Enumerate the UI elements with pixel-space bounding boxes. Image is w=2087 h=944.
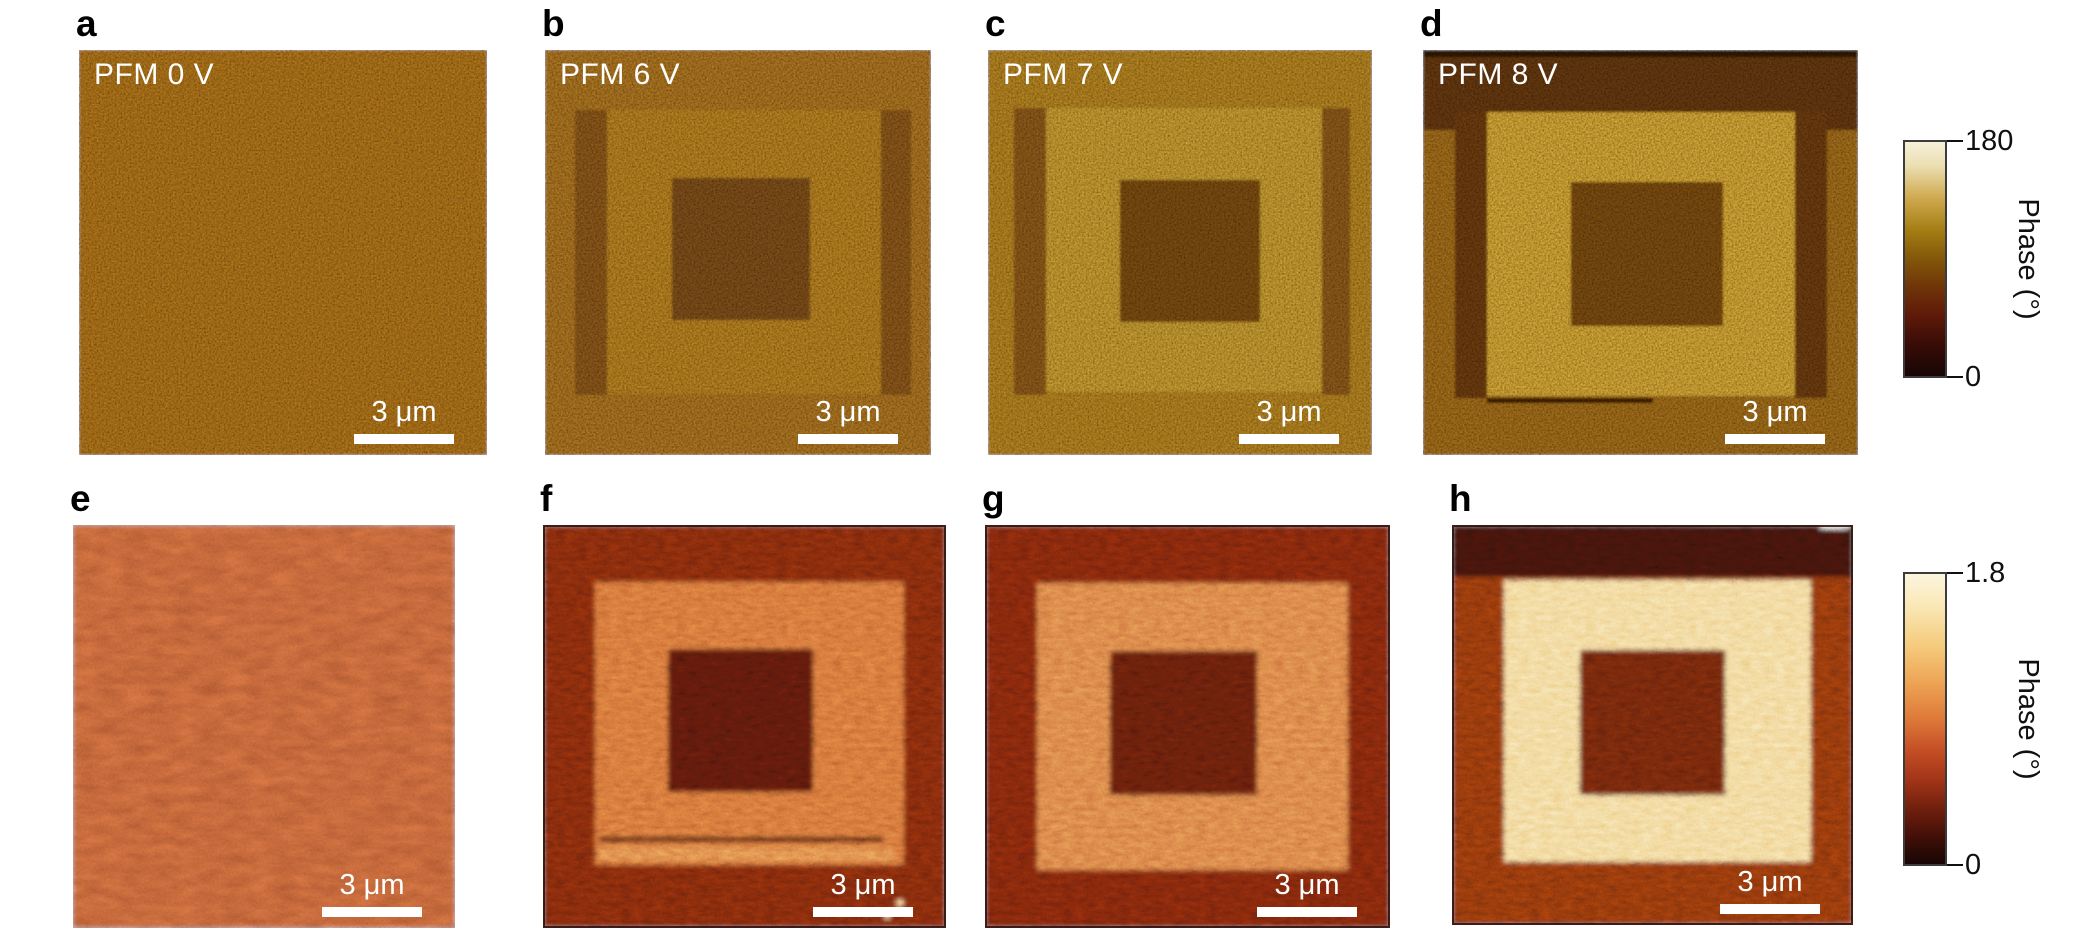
panel-letter-f: f xyxy=(540,478,553,519)
scalebar: 3 μm xyxy=(1252,870,1362,917)
tick-max xyxy=(1947,140,1963,142)
scalebar: 3 μm xyxy=(808,870,918,917)
panel-letter-d: d xyxy=(1420,3,1443,44)
panel-h: h 3 μm xyxy=(1449,478,1853,925)
scalebar-bar xyxy=(354,434,454,444)
scalebar: 3 μm xyxy=(1234,397,1344,444)
colorbar-phase-top: 180 0 Phase (°) xyxy=(1903,126,2044,392)
afm-image-b: PFM 6 V 3 μm xyxy=(545,50,931,455)
scalebar-label: 3 μm xyxy=(1742,396,1808,428)
scalebar-bar xyxy=(322,907,422,917)
tick-min xyxy=(1947,864,1963,866)
panel-letter-e: e xyxy=(70,478,91,519)
scalebar-bar xyxy=(1257,907,1357,917)
afm-image-a: PFM 0 V 3 μm xyxy=(79,50,487,455)
colorbar-min-value: 0 xyxy=(1965,361,1982,393)
voltage-label: PFM 0 V xyxy=(94,58,215,91)
afm-image-g: 3 μm xyxy=(985,525,1390,928)
colorbar-min-value: 0 xyxy=(1965,849,1982,881)
panel-letter-h: h xyxy=(1449,478,1472,519)
panel-letter-b: b xyxy=(542,3,565,44)
scalebar-label: 3 μm xyxy=(815,396,881,428)
scalebar-label: 3 μm xyxy=(371,396,437,428)
colorbar-gradient xyxy=(1903,140,1947,378)
colorbar-max-value: 1.8 xyxy=(1965,557,2006,589)
voltage-label: PFM 6 V xyxy=(560,58,681,91)
afm-texture xyxy=(1423,50,1858,455)
panel-letter-c: c xyxy=(985,3,1006,44)
afm-texture xyxy=(545,50,931,455)
scalebar-bar xyxy=(1239,434,1339,444)
afm-texture xyxy=(73,525,455,928)
panel-e: e 3 μm xyxy=(70,478,455,928)
scalebar: 3 μm xyxy=(317,870,427,917)
scalebar-bar xyxy=(798,434,898,444)
panel-b: b PFM 6 V 3 μm xyxy=(542,3,931,455)
scalebar: 3 μm xyxy=(793,397,903,444)
scalebar-label: 3 μm xyxy=(1274,869,1340,901)
afm-image-e: 3 μm xyxy=(73,525,455,928)
scalebar: 3 μm xyxy=(1715,867,1825,914)
panel-f: f 3 μm xyxy=(540,478,946,928)
scalebar: 3 μm xyxy=(349,397,459,444)
panel-letter-a: a xyxy=(76,3,97,44)
panel-a: a PFM 0 V 3 μm xyxy=(76,3,487,455)
panel-g: g 3 μm xyxy=(982,478,1390,928)
panel-c: c PFM 7 V 3 μm xyxy=(985,3,1372,455)
afm-texture xyxy=(543,525,946,928)
scalebar-bar xyxy=(813,907,913,917)
tick-max xyxy=(1947,572,1963,574)
scalebar-bar xyxy=(1720,904,1820,914)
colorbar-axis-label: Phase (°) xyxy=(2012,198,2044,320)
voltage-label: PFM 7 V xyxy=(1003,58,1124,91)
scalebar: 3 μm xyxy=(1720,397,1830,444)
afm-texture xyxy=(79,50,487,455)
scalebar-bar xyxy=(1725,434,1825,444)
scalebar-label: 3 μm xyxy=(1256,396,1322,428)
afm-texture xyxy=(988,50,1372,455)
afm-image-f: 3 μm xyxy=(543,525,946,928)
afm-image-h: 3 μm xyxy=(1452,525,1853,925)
scalebar-label: 3 μm xyxy=(1737,866,1803,898)
colorbar-max-value: 180 xyxy=(1965,125,2014,157)
panel-letter-g: g xyxy=(982,478,1005,519)
afm-image-d: PFM 8 V 3 μm xyxy=(1423,50,1858,455)
afm-image-c: PFM 7 V 3 μm xyxy=(988,50,1372,455)
tick-min xyxy=(1947,376,1963,378)
afm-texture xyxy=(985,525,1390,928)
colorbar-gradient xyxy=(1903,572,1947,866)
scalebar-label: 3 μm xyxy=(830,869,896,901)
colorbar-phase-bottom: 1.8 0 Phase (°) xyxy=(1903,558,2044,880)
panel-d: d PFM 8 V 3 μm xyxy=(1420,3,1858,455)
afm-texture xyxy=(1452,525,1853,925)
scalebar-label: 3 μm xyxy=(339,869,405,901)
voltage-label: PFM 8 V xyxy=(1438,58,1559,91)
colorbar-axis-label: Phase (°) xyxy=(2012,658,2044,780)
